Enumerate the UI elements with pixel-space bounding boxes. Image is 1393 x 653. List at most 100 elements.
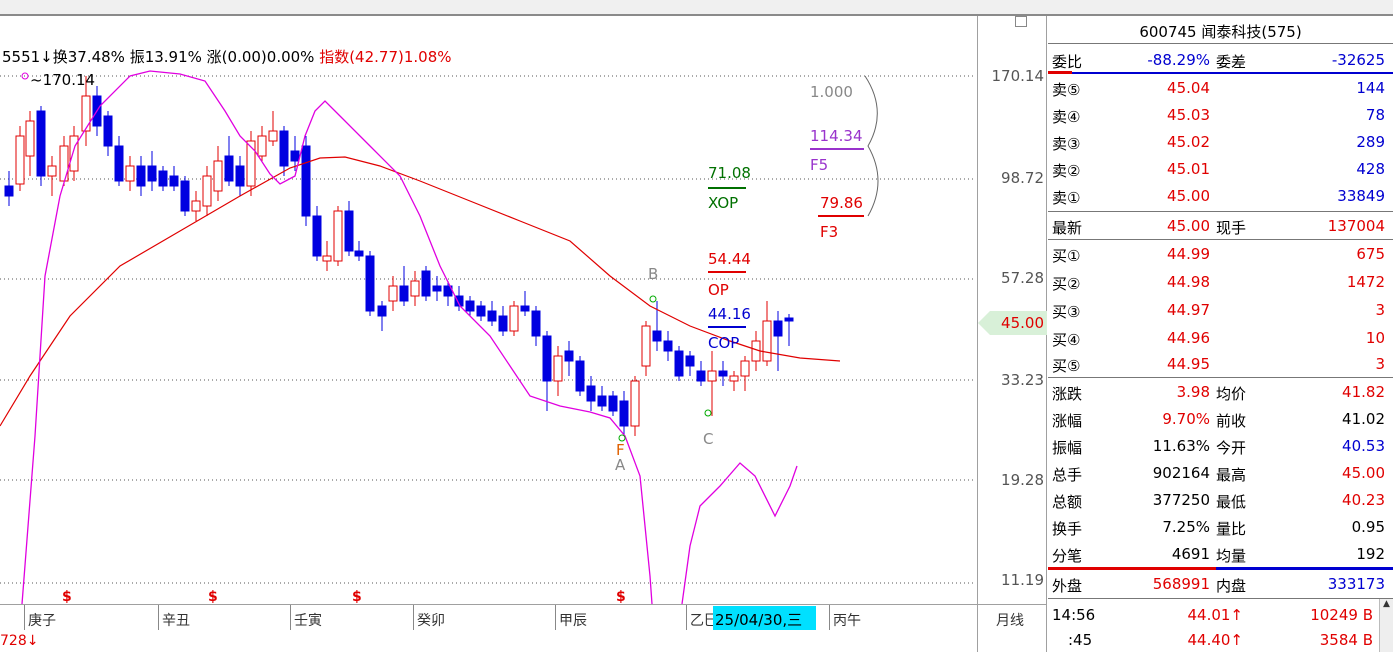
candle-body — [158, 170, 168, 187]
candle-body — [520, 305, 530, 312]
candle-body — [354, 250, 364, 257]
cursor-date-label: 25/04/30,三 — [713, 606, 816, 630]
sell-1-row[interactable]: 卖① 45.00 33849 — [1052, 187, 1385, 207]
dividend-marker: $ — [208, 589, 218, 604]
candle-body — [257, 135, 267, 157]
year-label: 癸卯 — [417, 613, 445, 629]
candle-body — [103, 115, 113, 147]
window-icon[interactable] — [1015, 16, 1027, 27]
candle-body — [36, 110, 46, 177]
candle-body — [663, 340, 673, 352]
candle-body — [498, 315, 508, 332]
candle-body — [333, 210, 343, 262]
candle-body — [301, 145, 311, 217]
latest-row: 最新 45.00 现手 137004 — [1052, 217, 1385, 237]
kline-chart[interactable]: $ $ $ $ 5551↓换37.48% 振13.91% 涨(0.00)0.00… — [0, 16, 976, 604]
year-label: 辛丑 — [162, 613, 190, 629]
candle-body — [312, 215, 322, 257]
buy-1-row[interactable]: 买① 44.99 675 — [1052, 245, 1385, 265]
candle-body — [25, 120, 35, 157]
year-label: 甲辰 — [559, 613, 587, 629]
current-price: 45.00 — [1001, 314, 1044, 332]
scroll-up-icon[interactable]: ▲ — [1383, 599, 1390, 609]
candle-body — [169, 175, 179, 187]
candle-body — [4, 185, 14, 197]
axis-tick: 19.28 — [1001, 471, 1044, 489]
candle-body — [322, 255, 332, 262]
candle-body — [773, 320, 783, 337]
point-b-label: B — [648, 265, 659, 283]
top-bar — [0, 0, 1393, 16]
x-axis-bar: 庚子 辛丑 壬寅 癸卯 甲辰 乙巳 丙午 25/04/30,三 月线 — [0, 604, 1047, 631]
candle-body — [246, 140, 256, 187]
dividend-marker: $ — [352, 589, 362, 604]
candle-body — [47, 165, 57, 177]
axis-tick: 57.28 — [1001, 269, 1044, 287]
sell-5-row[interactable]: 卖⑤ 45.04 144 — [1052, 79, 1385, 99]
high-marker-dot — [21, 72, 29, 80]
buy-2-row[interactable]: 买② 44.98 1472 — [1052, 273, 1385, 293]
candle-body — [180, 180, 190, 212]
axis-tick: 11.19 — [1001, 571, 1044, 589]
stat-row: 总额 377250 最低 40.23 — [1052, 491, 1385, 511]
point-c-label: C — [703, 430, 714, 448]
cop-label: COP — [708, 334, 740, 352]
tick-row: :45 44.40↑ 3584 B — [1068, 631, 1373, 649]
candle-body — [213, 160, 223, 192]
buy-4-row[interactable]: 买④ 44.96 10 — [1052, 329, 1385, 349]
candle-body — [365, 255, 375, 312]
sell-4-row[interactable]: 卖④ 45.03 78 — [1052, 106, 1385, 126]
point-a-label: A — [615, 456, 626, 474]
buy-3-row[interactable]: 买③ 44.97 3 — [1052, 301, 1385, 321]
sell-2-row[interactable]: 卖② 45.01 428 — [1052, 160, 1385, 180]
point-c-marker — [704, 409, 712, 417]
chart-canvas: $ $ $ $ — [0, 70, 976, 604]
candle-body — [224, 155, 234, 182]
axis-tick: 33.23 — [1001, 371, 1044, 389]
stock-title: 600745 闻泰科技(575) — [1048, 16, 1393, 44]
fib-lines — [708, 148, 864, 328]
candle-body — [399, 285, 409, 302]
point-f-label: F — [616, 441, 625, 459]
candle-body — [619, 400, 629, 427]
quote-panel: 600745 闻泰科技(575) 委比 -88.29% 委差 -32625 卖⑤… — [1048, 16, 1393, 652]
year-label: 庚子 — [28, 613, 56, 629]
candle-body — [59, 145, 69, 182]
candle-body — [542, 335, 552, 382]
candle-body — [15, 135, 25, 185]
point-a-marker — [618, 434, 626, 442]
candle-body — [191, 200, 201, 212]
candle-body — [784, 317, 794, 322]
candle-body — [114, 145, 124, 182]
indicator-line-2 — [681, 462, 798, 604]
candle-body — [410, 280, 420, 297]
status-line: 728↓ — [0, 630, 1047, 652]
sell-3-row[interactable]: 卖③ 45.02 289 — [1052, 133, 1385, 153]
candle-body — [641, 325, 651, 367]
candle-body — [147, 165, 157, 182]
candle-body — [421, 270, 431, 297]
stat-row: 涨幅 9.70% 前收 41.02 — [1052, 410, 1385, 430]
buy-5-row[interactable]: 买⑤ 44.95 3 — [1052, 355, 1385, 375]
candle-body — [674, 350, 684, 377]
candle-body — [685, 355, 695, 367]
op-value: 54.44 — [708, 250, 751, 268]
candle-body — [740, 360, 750, 377]
candle-body — [608, 395, 618, 412]
candle-body — [69, 135, 79, 172]
candle-body — [707, 370, 717, 382]
status-text: 728↓ — [0, 633, 39, 649]
xop-label: XOP — [708, 194, 739, 212]
op-label: OP — [708, 281, 729, 299]
weibi-row: 委比 -88.29% 委差 -32625 — [1052, 51, 1385, 71]
candle-body — [553, 355, 563, 382]
stats-text: 5551↓换37.48% 振13.91% 涨(0.00)0.00% — [2, 48, 320, 66]
dividend-markers: $ $ $ $ — [62, 589, 626, 604]
dividend-marker: $ — [62, 589, 72, 604]
stat-row: 总手 902164 最高 45.00 — [1052, 464, 1385, 484]
period-label[interactable]: 月线 — [996, 613, 1024, 629]
candle-body — [476, 305, 486, 317]
candle-body — [564, 350, 574, 362]
fib-f3-value: 79.86 — [820, 194, 863, 212]
tick-scrollbar[interactable]: ▲ — [1379, 599, 1393, 652]
